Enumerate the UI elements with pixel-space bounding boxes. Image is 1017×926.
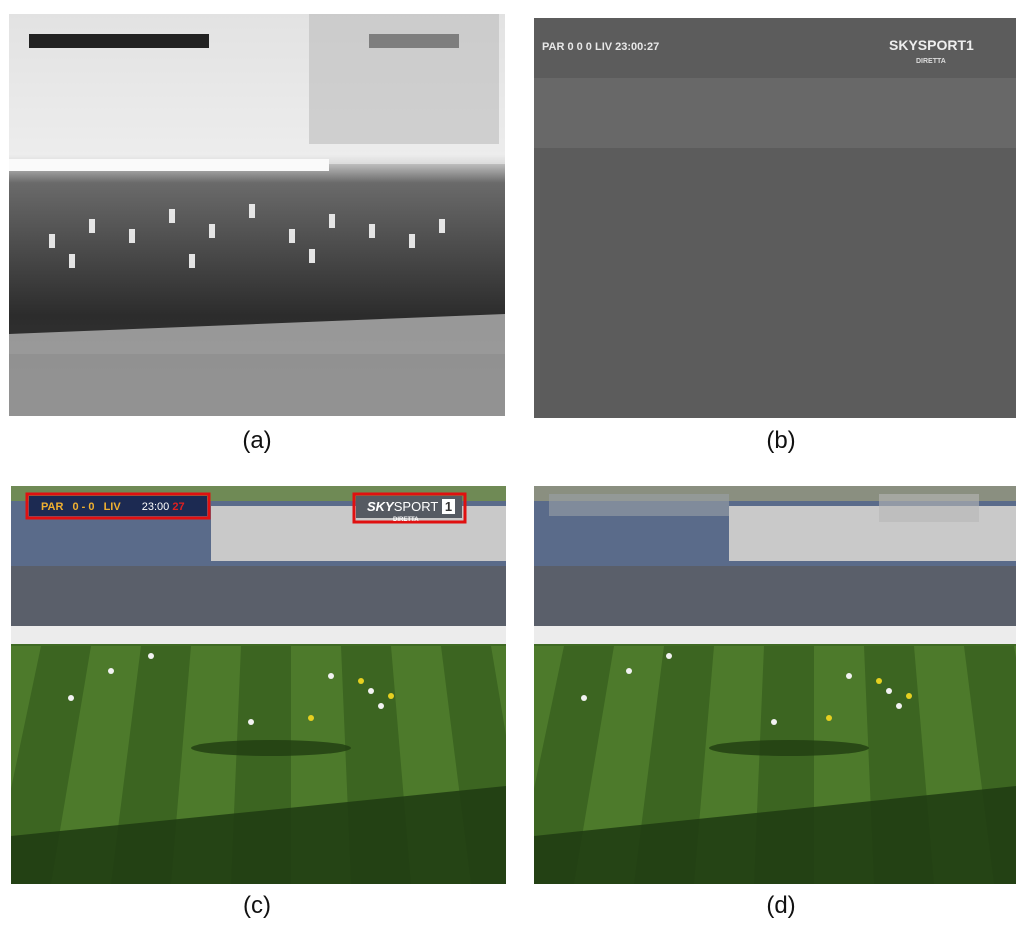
- panel-a-image: [9, 14, 505, 416]
- caption-d: (d): [766, 892, 796, 919]
- caption-a: (a): [242, 427, 272, 454]
- caption-c: (c): [243, 892, 271, 919]
- caption-b: (b): [766, 427, 796, 454]
- panel-b-logo-text: SKYSPORT1: [889, 37, 974, 53]
- broadcaster-logo: SKYSPORT 1: [367, 499, 456, 514]
- panel-b-image: PAR 0 0 0 LIV 23:00:27 SKYSPORT1 DIRETTA: [534, 18, 1016, 418]
- panel-d-image: [534, 486, 1016, 884]
- panel-b-score-text: PAR 0 0 0 LIV 23:00:27: [542, 41, 659, 53]
- match-time-extra: 27: [172, 501, 185, 513]
- scoreboard-overlay: PAR 0 - 0 LIV 23:00 27: [41, 501, 185, 513]
- score-home: PAR: [41, 501, 64, 513]
- panel-b-sub-text: DIRETTA: [916, 58, 946, 65]
- score-value: 0 - 0: [72, 501, 95, 513]
- logo-highlight-box: [352, 492, 467, 524]
- score-away: LIV: [103, 501, 121, 513]
- scoreboard-highlight-box: [25, 492, 211, 520]
- panel-c-image: PAR 0 - 0 LIV 23:00 27 SKYSPORT 1 DIRETT…: [11, 486, 506, 884]
- match-time: 23:00: [141, 501, 170, 513]
- logo-sky: SKY: [367, 499, 394, 514]
- logo-channel: 1: [441, 499, 456, 514]
- logo-sport: SPORT: [393, 499, 439, 514]
- logo-subtitle: DIRETTA: [393, 517, 419, 523]
